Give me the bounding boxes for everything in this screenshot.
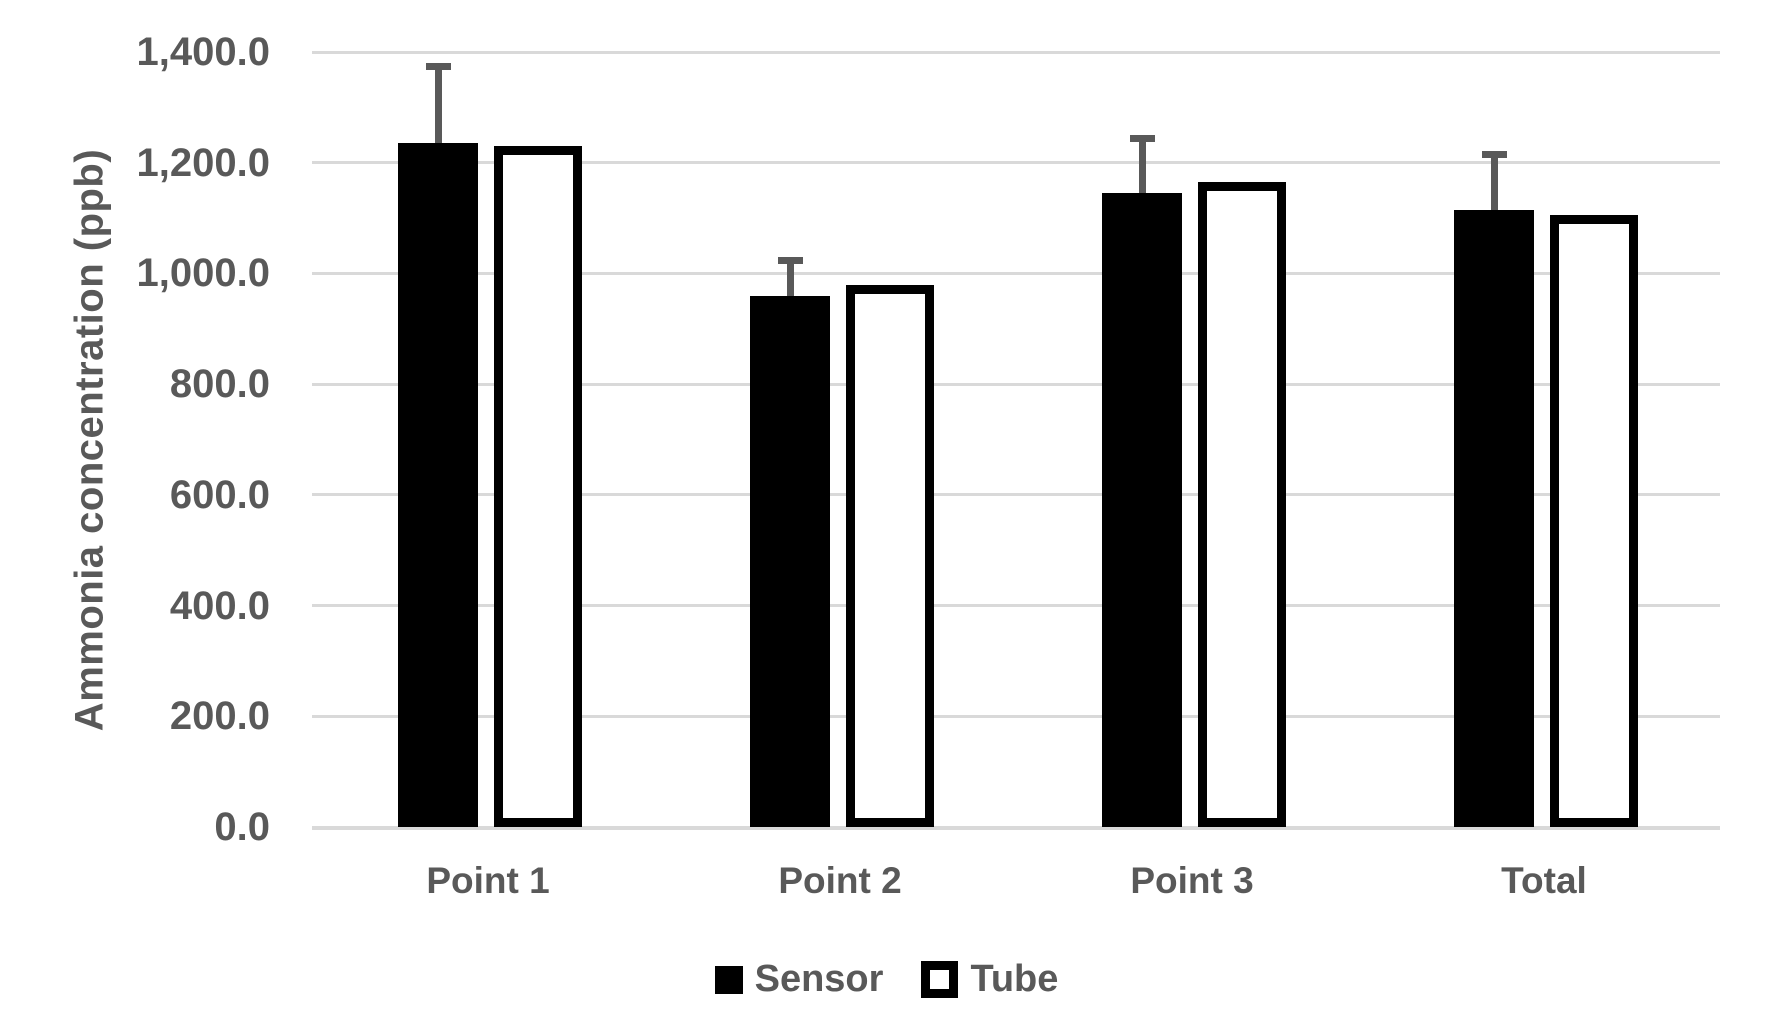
legend-label-sensor: Sensor: [754, 958, 884, 1000]
bar-tube-point-1: [494, 146, 582, 827]
y-tick-label-1200: 1,200.0: [136, 140, 270, 185]
bar-sensor-point-3: [1102, 193, 1182, 827]
bar-sensor-point-2: [750, 295, 830, 827]
x-tick-label-point-1: Point 1: [426, 860, 550, 901]
gridline-800: [312, 382, 1720, 386]
error-bar-line-total: [1490, 154, 1498, 210]
error-bar-line-point-2: [786, 259, 794, 296]
y-axis-title: Ammonia concentration (ppb): [67, 148, 112, 732]
y-tick-label-0: 0.0: [214, 805, 270, 849]
legend-swatch-tube-icon: [921, 961, 959, 998]
x-tick-label-point-2: Point 2: [778, 860, 902, 901]
y-tick-label-600: 600.0: [169, 472, 270, 517]
gridline-1200: [312, 161, 1720, 165]
bar-tube-point-3: [1198, 182, 1286, 827]
bar-sensor-point-1: [398, 143, 478, 827]
error-bar-cap-total: [1481, 151, 1507, 159]
y-tick-label-800: 800.0: [169, 362, 270, 407]
legend-swatch-sensor-icon: [714, 965, 743, 994]
error-bar-cap-point-1: [425, 62, 451, 70]
error-bar-line-point-3: [1138, 137, 1146, 194]
gridline-600: [312, 493, 1720, 497]
bar-tube-total: [1550, 215, 1638, 827]
y-tick-label-1400: 1,400.0: [136, 30, 270, 74]
legend-label-tube: Tube: [970, 958, 1059, 1000]
bar-tube-point-2: [846, 284, 934, 827]
bar-sensor-total: [1454, 209, 1534, 827]
legend-item-sensor: Sensor: [714, 958, 884, 1001]
gridline-200: [312, 714, 1720, 718]
gridline-0: [312, 825, 1720, 830]
gridline-1000: [312, 271, 1720, 275]
y-tick-label-1000: 1,000.0: [136, 251, 270, 296]
legend: Sensor Tube: [0, 958, 1773, 1001]
error-bar-cap-point-2: [777, 256, 803, 264]
x-tick-label-total: Total: [1501, 860, 1587, 901]
y-tick-label-200: 200.0: [169, 694, 270, 739]
error-bar-cap-point-3: [1129, 134, 1155, 142]
plot-area: [312, 50, 1720, 830]
y-tick-label-400: 400.0: [169, 583, 270, 628]
error-bar-line-point-1: [434, 65, 442, 144]
gridline-1400: [312, 50, 1720, 54]
gridline-400: [312, 604, 1720, 608]
x-tick-label-point-3: Point 3: [1130, 860, 1254, 901]
legend-item-tube: Tube: [921, 958, 1058, 1001]
